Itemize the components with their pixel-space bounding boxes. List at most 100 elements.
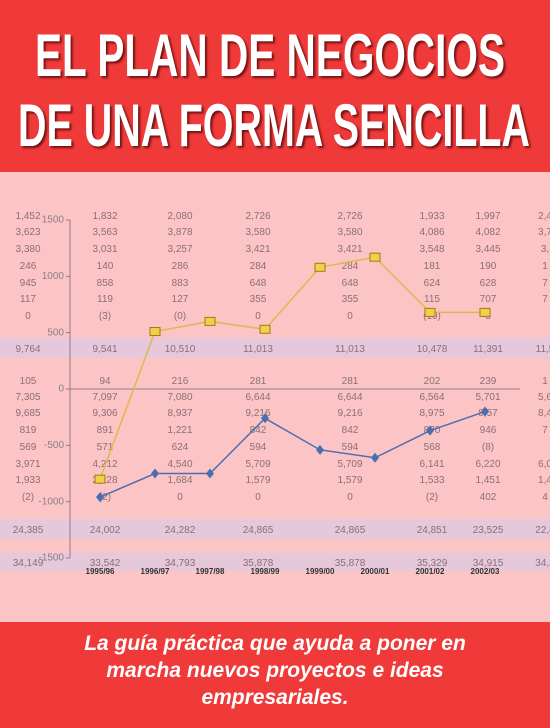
table-cell: 624 — [172, 442, 189, 453]
table-cell: 819 — [20, 425, 37, 436]
x-tick-label: 1996/97 — [141, 567, 170, 576]
table-cell: 355 — [250, 294, 267, 305]
x-tick-label: 1998/99 — [251, 567, 280, 576]
marker — [204, 316, 216, 326]
y-tick-label: -1500 — [38, 553, 64, 564]
table-cell: 34,3 — [535, 558, 550, 569]
table-cell: 4,086 — [419, 227, 444, 238]
table-cell: 402 — [480, 492, 497, 503]
bottom-band — [0, 622, 550, 728]
table-cell: 281 — [342, 376, 359, 387]
table-cell: 628 — [480, 278, 497, 289]
table-cell: 35,329 — [417, 558, 448, 569]
marker — [261, 413, 269, 424]
table-cell: 3,878 — [167, 227, 192, 238]
table-cell: 6,0 — [538, 459, 550, 470]
table-cell: 119 — [97, 294, 113, 305]
table-cell: 10,478 — [417, 344, 448, 355]
table-cell: 6,644 — [245, 392, 270, 403]
table-cell: 594 — [250, 442, 267, 453]
table-cell: 0 — [177, 492, 183, 503]
table-cell: 190 — [480, 261, 497, 272]
table-cell: 0 — [347, 492, 353, 503]
table-cell: 5,6 — [538, 392, 550, 403]
marker — [96, 492, 104, 503]
table-cell: 2,080 — [167, 211, 192, 222]
table-cell: 7 — [542, 278, 548, 289]
table-cell: 1,933 — [419, 211, 444, 222]
table-cell: 1,4 — [538, 475, 550, 486]
table-cell: 181 — [424, 261, 441, 272]
table-cell: (2) — [426, 492, 438, 503]
table-cell: 891 — [97, 425, 114, 436]
table-cell: 216 — [172, 376, 189, 387]
table-cell: 281 — [250, 376, 267, 387]
table-cell: 34,793 — [165, 558, 196, 569]
table-cell: 105 — [20, 376, 37, 387]
table-cell: 7 — [542, 294, 548, 305]
table-cell: 286 — [172, 261, 189, 272]
table-cell: 7,097 — [92, 392, 117, 403]
table-cell: 1,933 — [15, 475, 40, 486]
table-cell: 8,975 — [419, 408, 444, 419]
marker — [424, 307, 436, 317]
marker — [316, 444, 324, 455]
table-cell: 1,533 — [419, 475, 444, 486]
series-line — [99, 256, 485, 480]
y-tick-label: 1000 — [42, 271, 65, 282]
table-cell: 9,541 — [92, 344, 117, 355]
table-cell: 4 — [542, 492, 548, 503]
table-cell: 127 — [172, 294, 189, 305]
table-cell: 858 — [97, 278, 114, 289]
table-cell: 624 — [424, 278, 441, 289]
table-cell: 24,851 — [417, 525, 448, 536]
marker — [259, 324, 271, 334]
x-tick-label: 1999/00 — [306, 567, 335, 576]
table-cell: 11,013 — [335, 344, 365, 355]
table-cell: (8) — [482, 442, 494, 453]
table-stripe — [0, 553, 550, 571]
series-line — [99, 410, 486, 498]
chart-background — [0, 172, 550, 622]
y-tick-label: 0 — [58, 384, 64, 395]
table-cell: 11,391 — [473, 344, 503, 355]
table-cell: 115 — [424, 294, 440, 305]
table-cell: 35,878 — [243, 558, 274, 569]
table-cell: 3,257 — [167, 244, 192, 255]
table-cell: 33,542 — [90, 558, 121, 569]
table-cell: 24,002 — [90, 525, 121, 536]
table-cell: 0 — [255, 311, 261, 322]
title-line: EL PLAN DE NEGOCIOS — [35, 22, 505, 89]
x-tick-label: 1997/98 — [196, 567, 225, 576]
table-cell: 3, — [541, 244, 549, 255]
table-cell: 22,8 — [535, 525, 550, 536]
marker — [369, 252, 381, 262]
table-cell: 3,421 — [245, 244, 270, 255]
table-cell: 6,644 — [337, 392, 362, 403]
table-cell: 1,452 — [15, 211, 40, 222]
table-cell: 648 — [342, 278, 359, 289]
table-cell: 1 — [542, 376, 548, 387]
table-cell: 571 — [97, 442, 114, 453]
title-line: DE UNA FORMA SENCILLA — [18, 92, 530, 159]
table-cell: 3,623 — [15, 227, 40, 238]
table-cell: 6,220 — [475, 459, 500, 470]
table-cell: 6,564 — [419, 392, 444, 403]
table-cell: 284 — [250, 261, 267, 272]
table-cell: 3,971 — [15, 459, 40, 470]
table-cell: 1,451 — [475, 475, 500, 486]
table-cell: 2,4 — [538, 211, 550, 222]
table-cell: 1,832 — [92, 211, 117, 222]
table-cell: 9,216 — [337, 408, 362, 419]
marker — [371, 452, 379, 463]
table-cell: 7,080 — [167, 392, 192, 403]
marker — [426, 425, 434, 436]
table-cell: 34,149 — [13, 558, 44, 569]
table-cell: 246 — [20, 261, 37, 272]
table-cell: 7,305 — [15, 392, 40, 403]
marker — [151, 468, 159, 479]
table-cell: 202 — [424, 376, 441, 387]
table-cell: 945 — [20, 278, 37, 289]
table-cell: 5,709 — [245, 459, 270, 470]
